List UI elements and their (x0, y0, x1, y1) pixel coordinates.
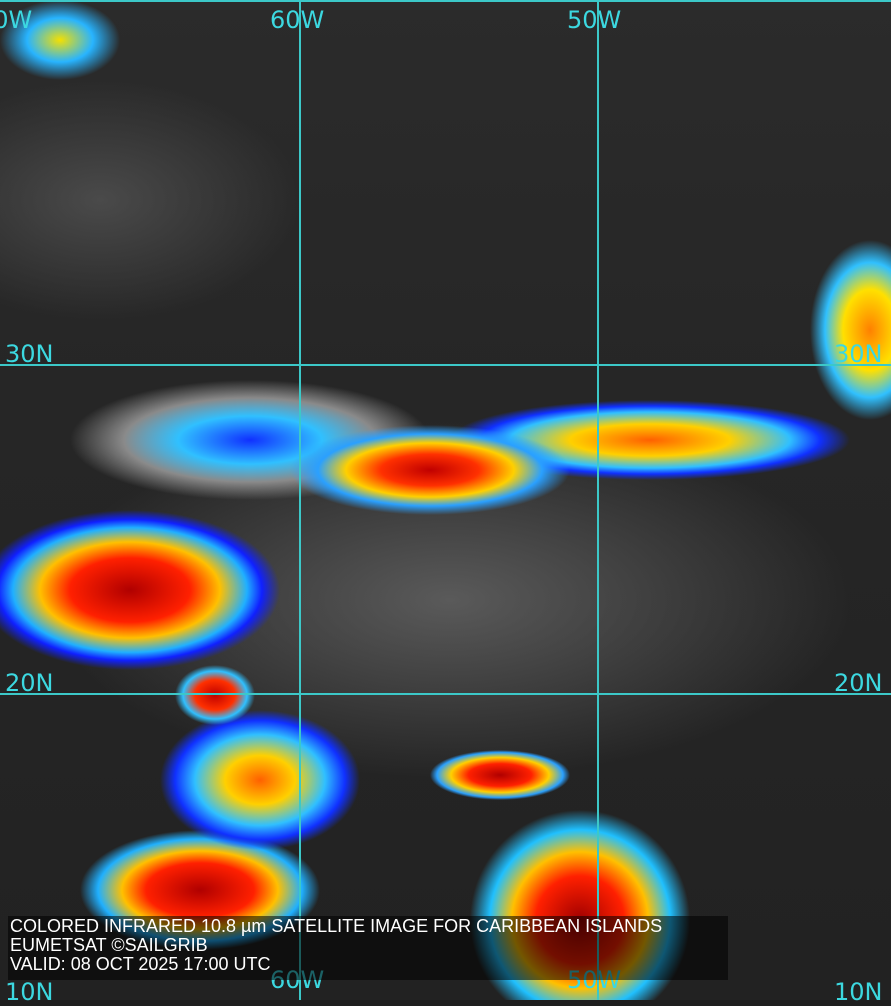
caption-title: COLORED INFRARED 10.8 µm SATELLITE IMAGE… (10, 916, 663, 936)
label-60w-top: 60W (270, 6, 325, 34)
label-10n-right: 10N (834, 978, 883, 1006)
parallel-30n (0, 364, 891, 366)
parallel-20n (0, 693, 891, 695)
label-30n-right: 30N (834, 340, 883, 368)
label-50w-top: 50W (567, 6, 622, 34)
label-20n-right: 20N (834, 669, 883, 697)
meridian-60w (299, 0, 301, 1000)
label-70w-top: 70W (0, 6, 33, 34)
caption-valid-time: VALID: 08 OCT 2025 17:00 UTC (10, 954, 271, 974)
caption-source: EUMETSAT ©SAILGRIB (10, 935, 208, 955)
meridian-50w (597, 0, 599, 1000)
label-20n-left: 20N (5, 669, 54, 697)
image-caption: COLORED INFRARED 10.8 µm SATELLITE IMAGE… (8, 916, 728, 980)
map-border-top (0, 0, 891, 2)
label-10n-left: 10N (5, 978, 54, 1006)
label-30n-left: 30N (5, 340, 54, 368)
